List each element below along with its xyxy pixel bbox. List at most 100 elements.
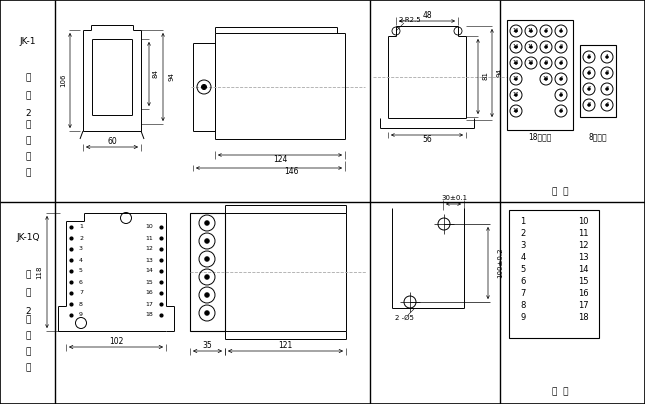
Text: 板: 板 xyxy=(25,120,31,130)
Text: 2: 2 xyxy=(521,229,526,238)
Text: 接: 接 xyxy=(25,152,31,162)
Text: 121: 121 xyxy=(279,341,293,351)
Text: 14: 14 xyxy=(578,265,588,274)
Text: 2: 2 xyxy=(25,109,31,118)
Text: 背  視: 背 視 xyxy=(551,187,568,196)
Circle shape xyxy=(530,61,533,65)
Circle shape xyxy=(515,61,517,65)
Circle shape xyxy=(606,103,608,107)
Text: 102: 102 xyxy=(109,337,123,347)
Text: 圖: 圖 xyxy=(25,91,31,101)
Text: 30±0.1: 30±0.1 xyxy=(441,195,467,201)
Text: 56: 56 xyxy=(422,135,432,143)
Circle shape xyxy=(204,257,210,261)
Text: 8點端子: 8點端子 xyxy=(589,133,608,141)
Text: 4: 4 xyxy=(79,257,83,263)
Text: 9: 9 xyxy=(79,313,83,318)
Text: 124: 124 xyxy=(273,154,287,164)
Text: 18: 18 xyxy=(578,314,588,322)
Text: 106: 106 xyxy=(60,74,66,87)
Circle shape xyxy=(515,46,517,48)
Circle shape xyxy=(515,78,517,80)
Text: 接: 接 xyxy=(25,347,31,356)
Circle shape xyxy=(588,88,591,90)
Circle shape xyxy=(515,109,517,112)
Text: 附: 附 xyxy=(25,271,31,280)
Text: 正  視: 正 視 xyxy=(551,387,568,396)
Text: 35: 35 xyxy=(203,341,212,351)
Circle shape xyxy=(204,221,210,225)
Text: 5: 5 xyxy=(559,93,562,97)
Circle shape xyxy=(544,78,548,80)
Text: 15: 15 xyxy=(578,278,588,286)
Text: 1: 1 xyxy=(79,225,83,229)
Text: 10: 10 xyxy=(145,225,153,229)
Text: JK-1Q: JK-1Q xyxy=(16,234,40,242)
Text: 附: 附 xyxy=(25,74,31,82)
Circle shape xyxy=(544,46,548,48)
Text: 11: 11 xyxy=(578,229,588,238)
Text: 17: 17 xyxy=(513,76,519,82)
Text: 12: 12 xyxy=(578,242,588,250)
Text: 12: 12 xyxy=(528,61,534,65)
Text: 8: 8 xyxy=(521,301,526,311)
Text: 146: 146 xyxy=(284,168,298,177)
Text: 2-R2.5: 2-R2.5 xyxy=(399,17,421,23)
Text: 14: 14 xyxy=(145,269,153,274)
Text: 後: 後 xyxy=(25,137,31,145)
Text: 5: 5 xyxy=(521,265,526,274)
Text: 16: 16 xyxy=(145,290,153,295)
Bar xyxy=(509,210,599,338)
Circle shape xyxy=(559,46,562,48)
Circle shape xyxy=(544,61,548,65)
Circle shape xyxy=(204,292,210,297)
Text: 板: 板 xyxy=(25,316,31,324)
Text: 94: 94 xyxy=(168,73,174,82)
Text: 84: 84 xyxy=(153,69,159,78)
Text: 2: 2 xyxy=(25,307,31,316)
Circle shape xyxy=(588,103,591,107)
Text: 1: 1 xyxy=(559,29,562,34)
Text: 17: 17 xyxy=(145,301,153,307)
Circle shape xyxy=(530,46,533,48)
Circle shape xyxy=(530,29,533,32)
Text: 2: 2 xyxy=(606,71,609,76)
Text: 14: 14 xyxy=(513,44,519,50)
Text: 8: 8 xyxy=(79,301,83,307)
Text: 2: 2 xyxy=(79,236,83,240)
Text: 60: 60 xyxy=(107,137,117,147)
Text: 5: 5 xyxy=(588,55,591,59)
Circle shape xyxy=(515,93,517,97)
Text: 6: 6 xyxy=(588,71,591,76)
Text: 8: 8 xyxy=(588,103,591,107)
Text: 16: 16 xyxy=(578,290,588,299)
Circle shape xyxy=(606,55,608,59)
Text: 13: 13 xyxy=(513,29,519,34)
Text: 4: 4 xyxy=(521,253,526,263)
Text: 48: 48 xyxy=(422,11,432,19)
Text: 9: 9 xyxy=(521,314,526,322)
Text: 線: 線 xyxy=(25,168,31,177)
Text: 13: 13 xyxy=(145,257,153,263)
Text: 5: 5 xyxy=(79,269,83,274)
Text: 17: 17 xyxy=(578,301,588,311)
Text: 7: 7 xyxy=(521,290,526,299)
Circle shape xyxy=(606,88,608,90)
Circle shape xyxy=(606,72,608,74)
Text: 1: 1 xyxy=(521,217,526,227)
Circle shape xyxy=(559,93,562,97)
Text: 6: 6 xyxy=(521,278,526,286)
Text: 15: 15 xyxy=(145,280,153,284)
Text: 8: 8 xyxy=(544,44,548,50)
Text: 13: 13 xyxy=(578,253,588,263)
Circle shape xyxy=(559,109,562,112)
Circle shape xyxy=(515,29,517,32)
Text: 圖: 圖 xyxy=(25,288,31,297)
Text: 線: 線 xyxy=(25,364,31,372)
Circle shape xyxy=(559,78,562,80)
Text: 10: 10 xyxy=(578,217,588,227)
Text: 18: 18 xyxy=(145,313,153,318)
Text: 前: 前 xyxy=(25,332,31,341)
Text: 18: 18 xyxy=(513,109,519,114)
Circle shape xyxy=(559,29,562,32)
